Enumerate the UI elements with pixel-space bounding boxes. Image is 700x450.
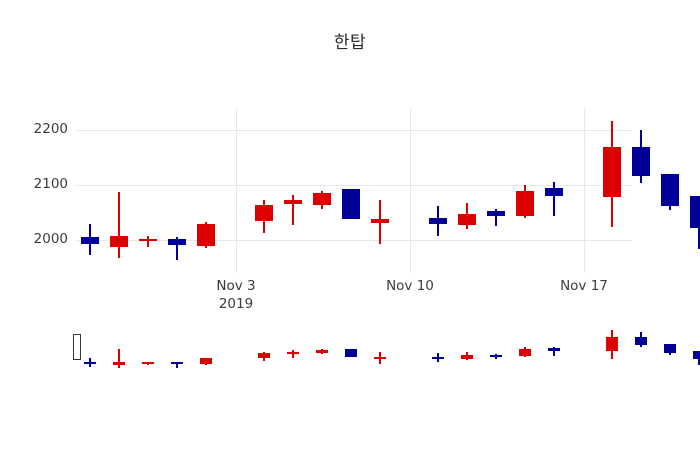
gridline-vertical — [584, 108, 585, 273]
range-selector-body — [258, 352, 270, 358]
x-axis: Nov 3 2019 Nov 10 Nov 17 — [75, 278, 632, 318]
x-axis-tick-main: Nov 3 — [216, 278, 256, 294]
range-selector-body — [693, 350, 700, 360]
candlestick-wick — [292, 194, 294, 225]
gridline-vertical — [410, 108, 411, 273]
range-selector-wick — [292, 350, 294, 359]
candlestick-wick — [553, 181, 555, 216]
range-selector-left-handle[interactable] — [73, 334, 81, 360]
gridline-horizontal — [75, 130, 632, 131]
candlestick-body — [284, 200, 302, 204]
range-selector-body — [664, 344, 676, 354]
candlestick-body — [632, 146, 650, 177]
candlestick-body — [603, 146, 621, 198]
range-selector-body — [84, 362, 96, 365]
candlestick-body — [429, 218, 447, 224]
candlestick-body — [661, 174, 679, 206]
range-selector-body — [287, 351, 299, 354]
range-selector-wick — [553, 346, 555, 357]
x-axis-tick-sub: 2019 — [218, 296, 254, 312]
candlestick-body — [342, 189, 360, 220]
x-axis-tick-main: Nov 17 — [560, 278, 608, 294]
range-selector-body — [345, 348, 357, 357]
range-selector-body — [374, 356, 386, 359]
candlestick-body — [139, 238, 157, 242]
gridline-horizontal — [75, 185, 632, 186]
candlestick-body — [516, 190, 534, 216]
range-selector-body — [519, 349, 531, 357]
plot-area[interactable] — [75, 108, 700, 273]
range-selector-body — [606, 336, 618, 351]
range-selector-body — [635, 336, 647, 345]
candlestick-body — [110, 235, 128, 247]
y-axis-tick-label: 2200 — [33, 121, 68, 137]
candlestick-body — [81, 237, 99, 244]
gridline-horizontal — [75, 240, 632, 241]
range-selector-wick — [118, 349, 120, 368]
candlestick-wick — [176, 236, 178, 261]
page-title: 한탑 — [333, 33, 367, 53]
range-selector-wick — [176, 361, 178, 369]
candlestick-body — [313, 192, 331, 205]
candlestick-body — [255, 204, 273, 222]
candlestick-body — [487, 211, 505, 216]
candlestick-body — [690, 196, 700, 228]
x-axis-tick-label: Nov 3 2019 — [191, 278, 281, 312]
range-selector-body — [142, 362, 154, 365]
x-axis-tick-main: Nov 10 — [386, 278, 434, 294]
candlestick-wick — [495, 209, 497, 226]
candlestick-body — [545, 188, 563, 196]
y-axis: 2000 2100 2200 — [0, 108, 68, 273]
range-selector-body — [490, 354, 502, 357]
candlestick-body — [197, 223, 215, 246]
candlestick-body — [168, 238, 186, 246]
range-selector-body — [171, 362, 183, 365]
range-selector-body — [200, 358, 212, 365]
candlestick-wick — [118, 191, 120, 258]
gridline-vertical — [236, 108, 237, 273]
range-selector-body — [548, 348, 560, 351]
x-axis-tick-label: Nov 17 — [539, 278, 629, 294]
candlestick-body — [458, 213, 476, 225]
range-selector[interactable] — [73, 326, 700, 378]
candlestick-body — [371, 219, 389, 224]
x-axis-tick-label: Nov 10 — [365, 278, 455, 294]
range-selector-body — [461, 355, 473, 359]
range-selector-body — [432, 356, 444, 359]
range-selector-body — [316, 349, 328, 353]
candlestick-wick — [147, 235, 149, 247]
y-axis-tick-label: 2100 — [33, 176, 68, 192]
range-selector-body — [113, 361, 125, 365]
y-axis-tick-label: 2000 — [33, 231, 68, 247]
